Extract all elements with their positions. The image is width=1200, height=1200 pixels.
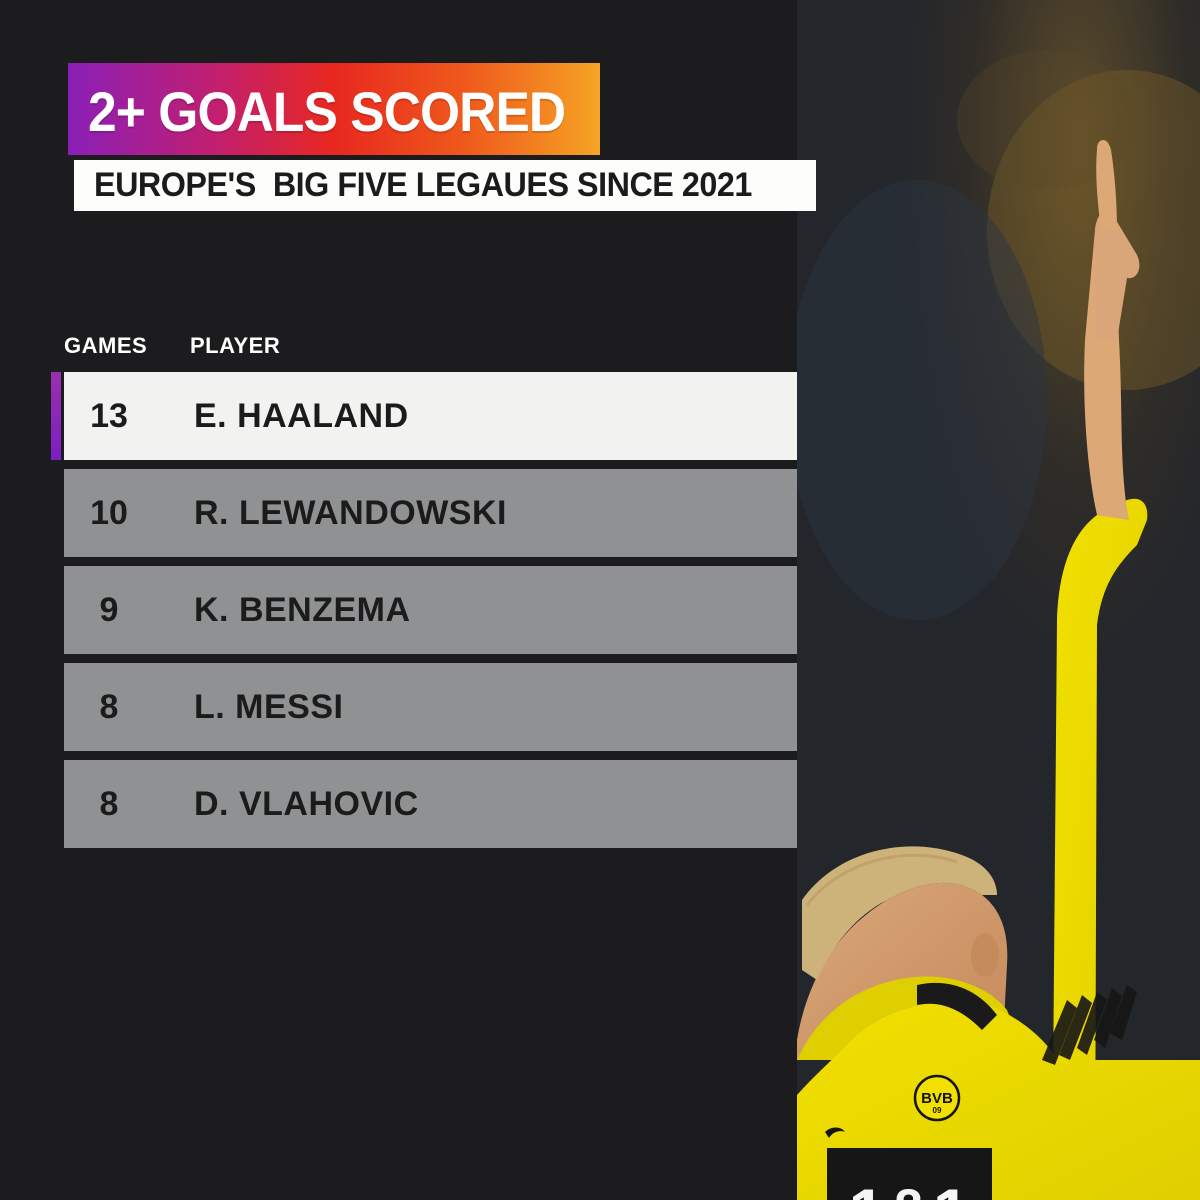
svg-text:09: 09 — [933, 1106, 942, 1115]
svg-text:1&1: 1&1 — [848, 1175, 969, 1200]
svg-text:BVB: BVB — [921, 1090, 953, 1107]
